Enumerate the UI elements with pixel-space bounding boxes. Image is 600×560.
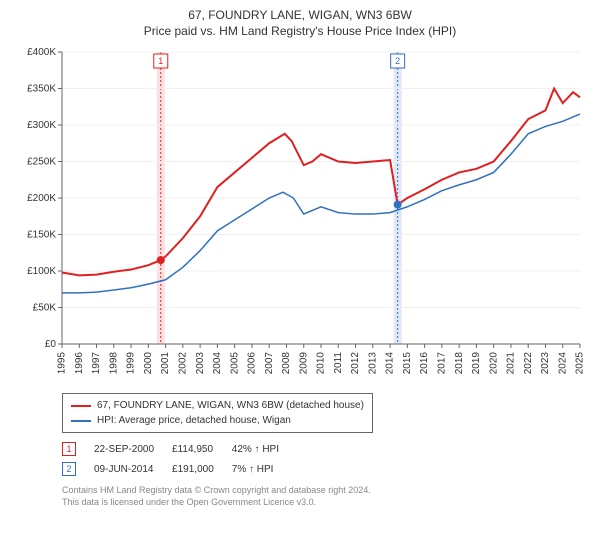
x-tick-label: 2002 xyxy=(178,352,189,375)
x-tick-label: 2010 xyxy=(316,352,327,375)
sale-date: 09-JUN-2014 xyxy=(94,459,172,479)
footer-line-1: Contains HM Land Registry data © Crown c… xyxy=(62,485,588,497)
x-tick-label: 2018 xyxy=(454,352,465,375)
x-tick-label: 2013 xyxy=(367,352,378,375)
x-tick-label: 1995 xyxy=(57,352,68,375)
y-tick-label: £350K xyxy=(27,84,56,95)
footer-attribution: Contains HM Land Registry data © Crown c… xyxy=(62,485,588,508)
legend-item: 67, FOUNDRY LANE, WIGAN, WN3 6BW (detach… xyxy=(71,398,364,413)
x-tick-label: 2004 xyxy=(212,352,223,375)
y-tick-label: £200K xyxy=(27,193,56,204)
chart-title: 67, FOUNDRY LANE, WIGAN, WN3 6BW xyxy=(12,8,588,22)
y-tick-label: £400K xyxy=(27,47,56,58)
x-tick-label: 2023 xyxy=(540,352,551,375)
legend-swatch xyxy=(71,420,91,422)
x-tick-label: 2009 xyxy=(298,352,309,375)
x-tick-label: 2021 xyxy=(506,352,517,375)
sale-price: £114,950 xyxy=(172,439,232,459)
x-tick-label: 2015 xyxy=(402,352,413,375)
x-tick-label: 2008 xyxy=(281,352,292,375)
y-tick-label: £50K xyxy=(33,303,57,314)
x-tick-label: 2006 xyxy=(247,352,258,375)
chart-plot: £0 £50K £100K £150K £200K £250K £300K £350K £400… xyxy=(12,44,588,387)
sale-marker-icon: 1 xyxy=(62,442,76,456)
x-tick-label: 2000 xyxy=(143,352,154,375)
x-tick-label: 2014 xyxy=(385,352,396,375)
sale-price: £191,000 xyxy=(172,459,232,479)
chart-subtitle: Price paid vs. HM Land Registry's House … xyxy=(12,24,588,38)
chart-container: 67, FOUNDRY LANE, WIGAN, WN3 6BW Price p… xyxy=(0,0,600,514)
y-tick-label: £150K xyxy=(27,230,56,241)
sale-delta: 7% ↑ HPI xyxy=(232,459,297,479)
y-tick-label: £100K xyxy=(27,266,56,277)
x-tick-label: 2016 xyxy=(419,352,430,375)
sale-marker-label: 1 xyxy=(158,56,163,66)
x-tick-label: 1997 xyxy=(91,352,102,375)
y-tick-label: £300K xyxy=(27,120,56,131)
sale-marker-icon: 2 xyxy=(62,462,76,476)
legend-label: 67, FOUNDRY LANE, WIGAN, WN3 6BW (detach… xyxy=(97,398,364,413)
x-tick-label: 2001 xyxy=(160,352,171,375)
sale-row: 2 09-JUN-2014£191,0007% ↑ HPI xyxy=(62,459,297,479)
x-tick-label: 2003 xyxy=(195,352,206,375)
sale-delta: 42% ↑ HPI xyxy=(232,439,297,459)
x-tick-label: 2020 xyxy=(488,352,499,375)
x-tick-label: 2022 xyxy=(523,352,534,375)
x-tick-label: 2017 xyxy=(437,352,448,375)
footer-line-2: This data is licensed under the Open Gov… xyxy=(62,497,588,509)
sale-point xyxy=(394,201,402,209)
x-tick-label: 1998 xyxy=(108,352,119,375)
x-tick-label: 2025 xyxy=(575,352,586,375)
x-tick-label: 2007 xyxy=(264,352,275,375)
legend: 67, FOUNDRY LANE, WIGAN, WN3 6BW (detach… xyxy=(62,393,373,433)
sale-row: 1 22-SEP-2000£114,95042% ↑ HPI xyxy=(62,439,297,459)
x-tick-label: 2005 xyxy=(229,352,240,375)
x-tick-label: 2024 xyxy=(557,352,568,375)
x-tick-label: 1999 xyxy=(126,352,137,375)
sales-table: 1 22-SEP-2000£114,95042% ↑ HPI 2 09-JUN-201… xyxy=(62,439,297,479)
line-chart-svg: £0 £50K £100K £150K £200K £250K £300K £350K £400… xyxy=(12,44,588,384)
y-tick-label: £250K xyxy=(27,157,56,168)
sale-date: 22-SEP-2000 xyxy=(94,439,172,459)
x-tick-label: 2019 xyxy=(471,352,482,375)
sale-point xyxy=(157,256,165,264)
x-tick-label: 1996 xyxy=(74,352,85,375)
y-tick-label: £0 xyxy=(45,339,57,350)
legend-swatch xyxy=(71,405,91,407)
legend-label: HPI: Average price, detached house, Wiga… xyxy=(97,413,291,428)
sale-marker-label: 2 xyxy=(395,56,400,66)
x-tick-label: 2012 xyxy=(350,352,361,375)
x-tick-label: 2011 xyxy=(333,352,344,374)
legend-item: HPI: Average price, detached house, Wiga… xyxy=(71,413,364,428)
